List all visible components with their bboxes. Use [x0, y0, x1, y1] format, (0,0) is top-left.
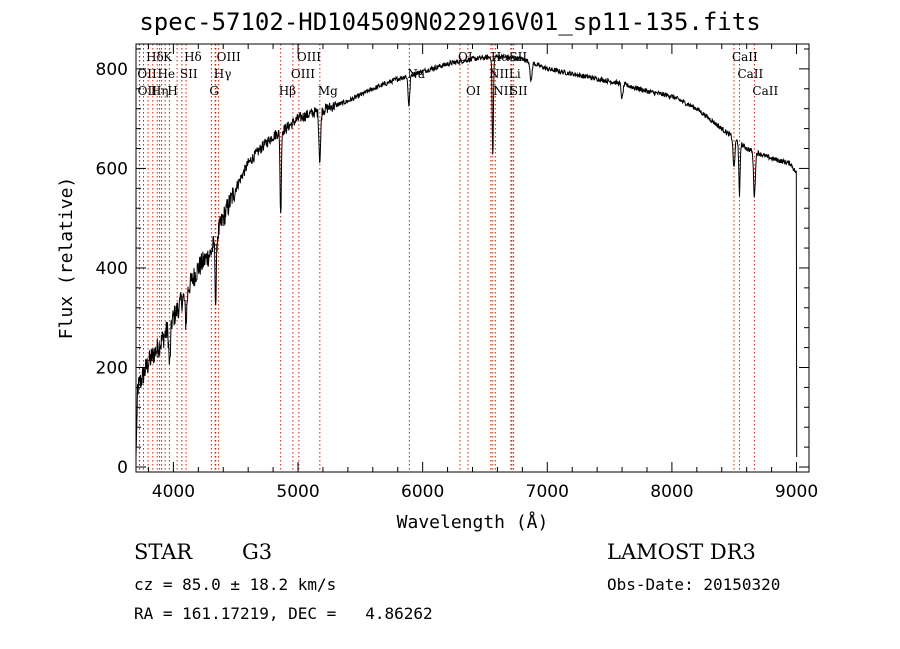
y-tick-label: 200: [96, 358, 128, 378]
line-label: Hδ: [146, 50, 164, 64]
plot-frame: [135, 43, 810, 473]
x-axis-label: Wavelength (Å): [397, 511, 549, 533]
y-tick-label: 0: [117, 458, 128, 478]
y-tick-label: 400: [96, 259, 128, 279]
line-label: Hη: [151, 84, 169, 98]
line-label: NII: [489, 67, 509, 81]
line-label: CaII: [732, 50, 758, 64]
x-tick-label: 9000: [775, 482, 818, 502]
line-label: SII: [510, 84, 528, 98]
chart-title: spec-57102-HD104509N022916V01_sp11-135.f…: [139, 8, 761, 36]
spectrum-line: [135, 53, 798, 458]
line-label: CaII: [737, 67, 763, 81]
line-label: K: [163, 50, 173, 64]
x-tick-label: 4000: [152, 482, 195, 502]
object-class: STAR: [134, 540, 193, 564]
line-label: Hβ: [279, 84, 296, 98]
x-tick-label: 6000: [401, 482, 444, 502]
line-label: OIII: [297, 50, 321, 64]
line-label: OII: [138, 84, 158, 98]
line-label: OII: [137, 67, 157, 81]
line-label: He: [158, 67, 176, 81]
y-tick-label: 600: [96, 159, 128, 179]
axis-tick-labels: 4000 5000 6000 7000 8000 9000 0 200 400 600 800: [96, 60, 819, 502]
line-label: G: [209, 84, 219, 98]
coordinates: RA = 161.17219, DEC = 4.86262: [134, 604, 433, 623]
line-label: Mg: [318, 84, 338, 98]
line-label: SII: [180, 67, 198, 81]
line-label: OIII: [217, 50, 241, 64]
redshift-cz: cz = 85.0 ± 18.2 km/s: [134, 575, 337, 594]
line-label: NII: [493, 84, 513, 98]
y-tick-label: 800: [96, 60, 128, 80]
line-label: Na: [407, 67, 425, 81]
axis-ticks: [136, 44, 809, 472]
x-tick-label: 8000: [650, 482, 693, 502]
survey-name: LAMOST DR3: [607, 540, 756, 564]
line-label: CaII: [752, 84, 778, 98]
line-markers-group: [138, 44, 755, 472]
x-tick-label: 5000: [276, 482, 319, 502]
line-label: HαSII: [491, 50, 528, 64]
line-label: H: [167, 84, 177, 98]
object-subclass: G3: [242, 540, 273, 564]
obs-date: Obs-Date: 20150320: [607, 575, 781, 594]
y-axis-label: Flux (relative): [56, 177, 77, 340]
line-label: Li: [509, 67, 521, 81]
line-label: OIII: [291, 67, 315, 81]
x-tick-label: 7000: [526, 482, 569, 502]
line-label: Hγ: [214, 67, 232, 81]
line-label: OI: [458, 50, 473, 64]
line-label: Hδ: [184, 50, 202, 64]
line-label: OI: [466, 84, 481, 98]
